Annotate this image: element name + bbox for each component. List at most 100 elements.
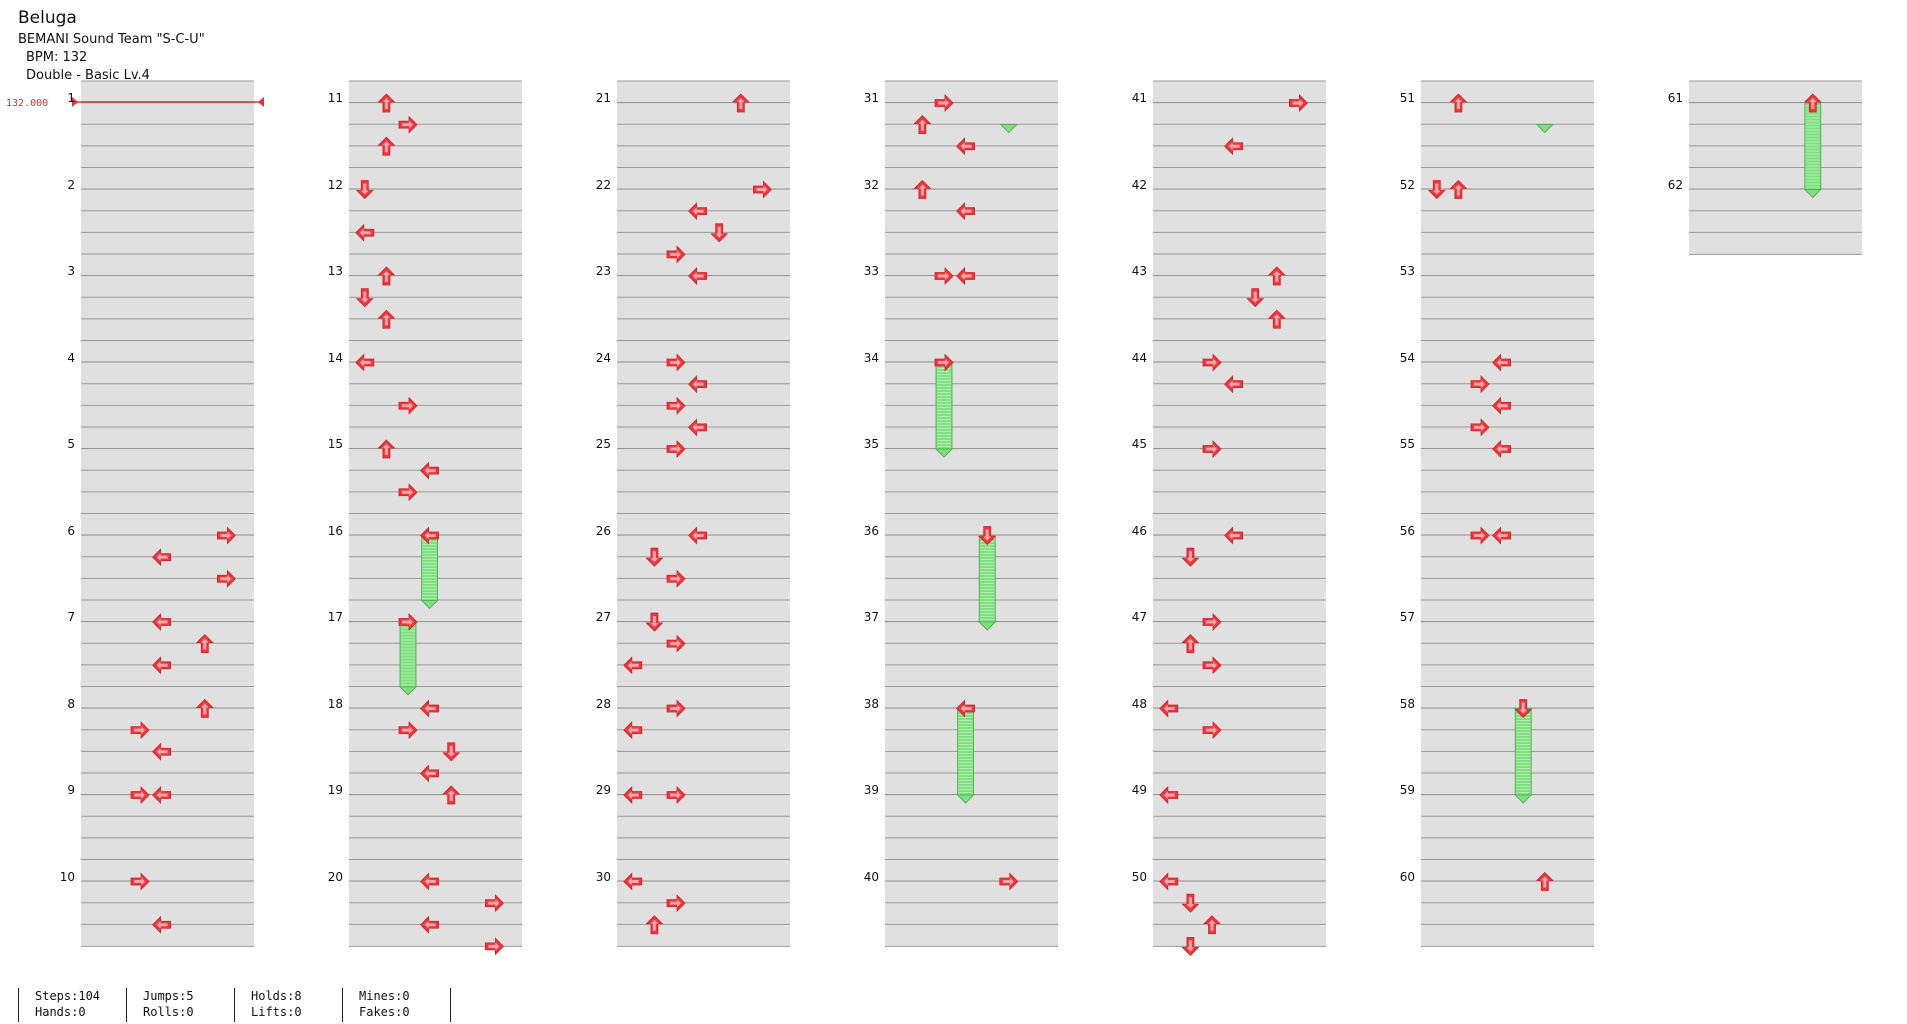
step-arrow-up bbox=[377, 309, 396, 329]
arrow-highlight bbox=[627, 791, 639, 799]
arrow-highlight bbox=[382, 141, 391, 153]
beat-band bbox=[349, 816, 522, 839]
step-arrow-up bbox=[731, 93, 750, 113]
step-arrow-down bbox=[442, 742, 461, 762]
beat-band bbox=[349, 124, 522, 147]
step-arrow-left bbox=[420, 764, 440, 783]
stat-rolls: Rolls:0 bbox=[143, 1005, 194, 1019]
step-arrow-up bbox=[913, 115, 932, 135]
step-arrow-right bbox=[398, 613, 418, 631]
measure-number: 39 bbox=[863, 783, 879, 797]
beat-band bbox=[885, 924, 1058, 947]
beat-band bbox=[1153, 773, 1326, 795]
measure-47 bbox=[1153, 599, 1326, 688]
arrow-highlight bbox=[424, 769, 436, 778]
beat-band bbox=[617, 513, 790, 536]
beat-band bbox=[885, 837, 1058, 860]
step-arrow-up bbox=[377, 136, 396, 156]
step-arrow-left bbox=[355, 353, 375, 372]
beat-band bbox=[617, 621, 790, 644]
arrow-highlight bbox=[156, 553, 168, 562]
arrow-highlight bbox=[156, 661, 168, 670]
beat-band bbox=[617, 383, 790, 406]
measure-14 bbox=[349, 340, 522, 428]
beat-band bbox=[1689, 167, 1862, 190]
beat-band bbox=[81, 578, 254, 601]
beat-band bbox=[1421, 643, 1594, 666]
beat-band bbox=[81, 643, 254, 666]
measure-number: 18 bbox=[327, 696, 343, 711]
beat-band bbox=[81, 470, 254, 493]
beat-band bbox=[1153, 664, 1326, 687]
measure-45 bbox=[1153, 426, 1326, 515]
beat-band bbox=[617, 643, 790, 666]
measure-4 bbox=[81, 340, 254, 428]
arrow-highlight bbox=[627, 726, 639, 735]
measure-29 bbox=[617, 772, 790, 861]
beat-band bbox=[81, 902, 254, 925]
step-arrow-left bbox=[420, 526, 440, 545]
beat-band bbox=[617, 556, 790, 579]
measure-41 bbox=[1153, 80, 1326, 169]
arrow-highlight bbox=[670, 401, 681, 410]
beat-band bbox=[349, 686, 522, 709]
beat-band bbox=[617, 254, 790, 276]
bpm-change-label: 132.000 bbox=[6, 98, 49, 109]
step-arrow-right bbox=[398, 721, 418, 740]
step-arrow-up bbox=[377, 439, 396, 459]
step-arrow-down bbox=[1181, 936, 1200, 956]
step-arrow-down bbox=[710, 223, 729, 243]
step-arrow-up bbox=[442, 785, 461, 805]
beat-band bbox=[617, 470, 790, 493]
step-arrow-right bbox=[1470, 526, 1490, 545]
arrow-highlight bbox=[1002, 877, 1014, 886]
measure-number: 10 bbox=[59, 869, 75, 884]
step-arrow-left bbox=[1159, 786, 1179, 804]
beat-band bbox=[1421, 81, 1594, 103]
hold-body bbox=[978, 535, 996, 623]
beat-band bbox=[1153, 102, 1326, 125]
hold-note bbox=[399, 621, 417, 696]
beat-band bbox=[349, 102, 522, 125]
hold-tail bbox=[1514, 794, 1533, 804]
step-arrow-left bbox=[1224, 526, 1243, 545]
hold-note bbox=[935, 362, 953, 458]
arrow-highlight bbox=[1206, 661, 1217, 670]
arrow-highlight bbox=[447, 745, 456, 757]
hold-body bbox=[1514, 708, 1532, 796]
beat-band bbox=[349, 924, 522, 947]
beat-band bbox=[1421, 427, 1594, 449]
beat-band bbox=[885, 664, 1058, 687]
step-arrow-right bbox=[753, 180, 772, 199]
beat-band bbox=[885, 643, 1058, 666]
arrow-highlight bbox=[360, 183, 369, 195]
beat-band bbox=[349, 81, 522, 103]
measure-number: 16 bbox=[327, 523, 343, 538]
step-arrow-left bbox=[956, 267, 975, 285]
beat-band bbox=[1421, 124, 1594, 147]
step-arrow-down bbox=[355, 288, 374, 308]
hold-tail bbox=[1535, 124, 1554, 134]
arrow-highlight bbox=[382, 98, 391, 109]
step-arrow-right bbox=[1289, 94, 1308, 112]
step-arrow-left bbox=[1224, 137, 1243, 156]
step-arrow-right bbox=[666, 786, 686, 804]
beat-band bbox=[1421, 405, 1594, 428]
beat-band bbox=[885, 794, 1058, 817]
measure-number: 21 bbox=[595, 91, 611, 105]
beat-band bbox=[885, 297, 1058, 320]
beat-band bbox=[81, 535, 254, 558]
beat-band bbox=[81, 881, 254, 904]
measure-number: 17 bbox=[327, 610, 343, 624]
beat-band bbox=[349, 405, 522, 428]
measure-9 bbox=[81, 772, 254, 861]
beat-band bbox=[1421, 881, 1594, 904]
beat-band bbox=[81, 794, 254, 817]
arrow-highlight bbox=[1206, 618, 1217, 626]
beat-band bbox=[1153, 81, 1326, 103]
arrow-highlight bbox=[918, 119, 927, 131]
beat-band bbox=[1153, 232, 1326, 255]
beat-band bbox=[1421, 318, 1594, 341]
measure-35 bbox=[885, 426, 1058, 515]
measure-3 bbox=[81, 253, 254, 342]
